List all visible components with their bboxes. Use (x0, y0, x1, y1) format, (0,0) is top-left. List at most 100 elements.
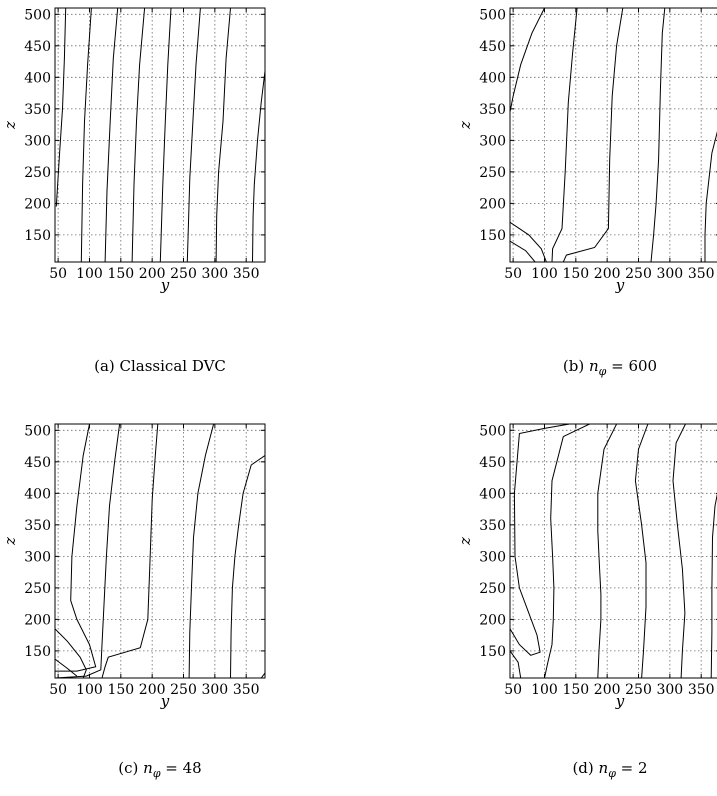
y-tick-label: 200 (24, 612, 51, 628)
contour-label: 29.000 (603, 70, 619, 110)
x-tick-label: 200 (594, 266, 621, 282)
y-tick-label: 300 (479, 133, 506, 149)
contour-label: 28.500 (702, 177, 717, 218)
grid (55, 8, 265, 262)
contour-line (260, 672, 265, 678)
x-tick-label: 100 (531, 266, 558, 282)
contour-line (634, 424, 649, 678)
contour-label-group: 29.250 (142, 467, 159, 508)
contour-label: 28.750 (184, 184, 198, 224)
x-tick-label: 300 (656, 682, 683, 698)
y-tick-label: 500 (24, 423, 51, 439)
contours (510, 8, 717, 262)
x-tick-label: 350 (688, 266, 715, 282)
x-axis-label: y (615, 276, 625, 294)
y-tick-label: 500 (479, 7, 506, 23)
x-tick-label: 50 (49, 266, 67, 282)
y-axis-label: z (456, 537, 474, 546)
y-tick-label: 450 (479, 39, 506, 55)
panel-caption: (c) nφ = 48 (118, 759, 201, 780)
contour-line (55, 8, 67, 207)
x-tick-label: 250 (170, 682, 197, 698)
y-tick-label: 250 (24, 581, 51, 597)
contour-label-group: 28.500 (701, 177, 717, 218)
plot-frame (509, 7, 717, 263)
grid (510, 8, 717, 262)
x-tick-label: 200 (139, 266, 166, 282)
y-tick-label: 450 (479, 455, 506, 471)
x-tick-label: 300 (201, 266, 228, 282)
y-tick-label: 300 (24, 133, 51, 149)
contour-line (131, 8, 146, 262)
x-tick-label: 200 (594, 682, 621, 698)
y-tick-label: 450 (24, 455, 51, 471)
panel-caption: (a) Classical DVC (94, 357, 226, 375)
y-tick-label: 250 (479, 165, 506, 181)
y-tick-label: 400 (24, 70, 51, 86)
y-tick-label: 200 (479, 612, 506, 628)
y-tick-label: 450 (24, 39, 51, 55)
contour-line (544, 424, 590, 678)
x-tick-label: 300 (656, 266, 683, 282)
x-tick-label: 300 (201, 682, 228, 698)
contour-label: 29.750 (77, 175, 91, 215)
contour-line (510, 240, 536, 262)
x-tick-label: 50 (504, 266, 522, 282)
y-tick-label: 350 (479, 518, 506, 534)
x-tick-label: 250 (625, 266, 652, 282)
contour-line (188, 424, 215, 678)
y-tick-label: 250 (24, 165, 51, 181)
contour-label: 28.750 (228, 581, 242, 621)
contour-line (186, 8, 201, 262)
contour-label: 29.250 (129, 171, 143, 211)
x-tick-label: 50 (504, 682, 522, 698)
y-tick-label: 350 (24, 518, 51, 534)
x-tick-label: 350 (688, 682, 715, 698)
contour-line (562, 8, 624, 262)
y-tick-label: 150 (24, 228, 51, 244)
y-tick-label: 400 (24, 486, 51, 502)
contour-label-group: 29.750 (65, 486, 83, 527)
contour-label-group: 29.500 (101, 177, 116, 217)
contour-label-group: 29.000 (156, 177, 171, 217)
x-tick-label: 100 (531, 682, 558, 698)
x-tick-label: 250 (170, 266, 197, 282)
contour-label-group: 29.000 (602, 70, 619, 111)
y-tick-label: 150 (479, 228, 506, 244)
contour-label: 29.500 (100, 531, 115, 571)
y-axis-label: z (1, 537, 19, 546)
contour-label: 29.500 (102, 178, 116, 218)
panel-caption: (d) nφ = 2 (572, 759, 647, 780)
y-tick-label: 500 (24, 7, 51, 23)
contour-line (159, 8, 172, 262)
contour-line (55, 658, 78, 677)
contour-line (510, 650, 522, 678)
contours (55, 424, 265, 678)
y-tick-label: 150 (24, 644, 51, 660)
contour-line (650, 8, 666, 262)
x-tick-label: 50 (49, 682, 67, 698)
contour-line (672, 424, 686, 678)
y-tick-label: 300 (479, 549, 506, 565)
contour-line (215, 8, 231, 262)
x-tick-label: 150 (562, 266, 589, 282)
x-axis-label: y (615, 692, 625, 710)
contour-line (597, 424, 618, 678)
contour-line (101, 424, 159, 678)
contour-line (510, 8, 545, 113)
contours (55, 8, 265, 262)
contour-label-group: 28.750 (227, 581, 242, 621)
contour-line (55, 424, 121, 678)
contour-line (710, 493, 717, 678)
plot-frame (54, 423, 266, 679)
y-tick-label: 200 (479, 196, 506, 212)
x-tick-label: 200 (139, 682, 166, 698)
contour-line (252, 70, 265, 262)
contour-line (551, 8, 578, 262)
contour-label: 29.000 (189, 429, 211, 470)
contour-label-group: 28.500 (211, 174, 227, 214)
